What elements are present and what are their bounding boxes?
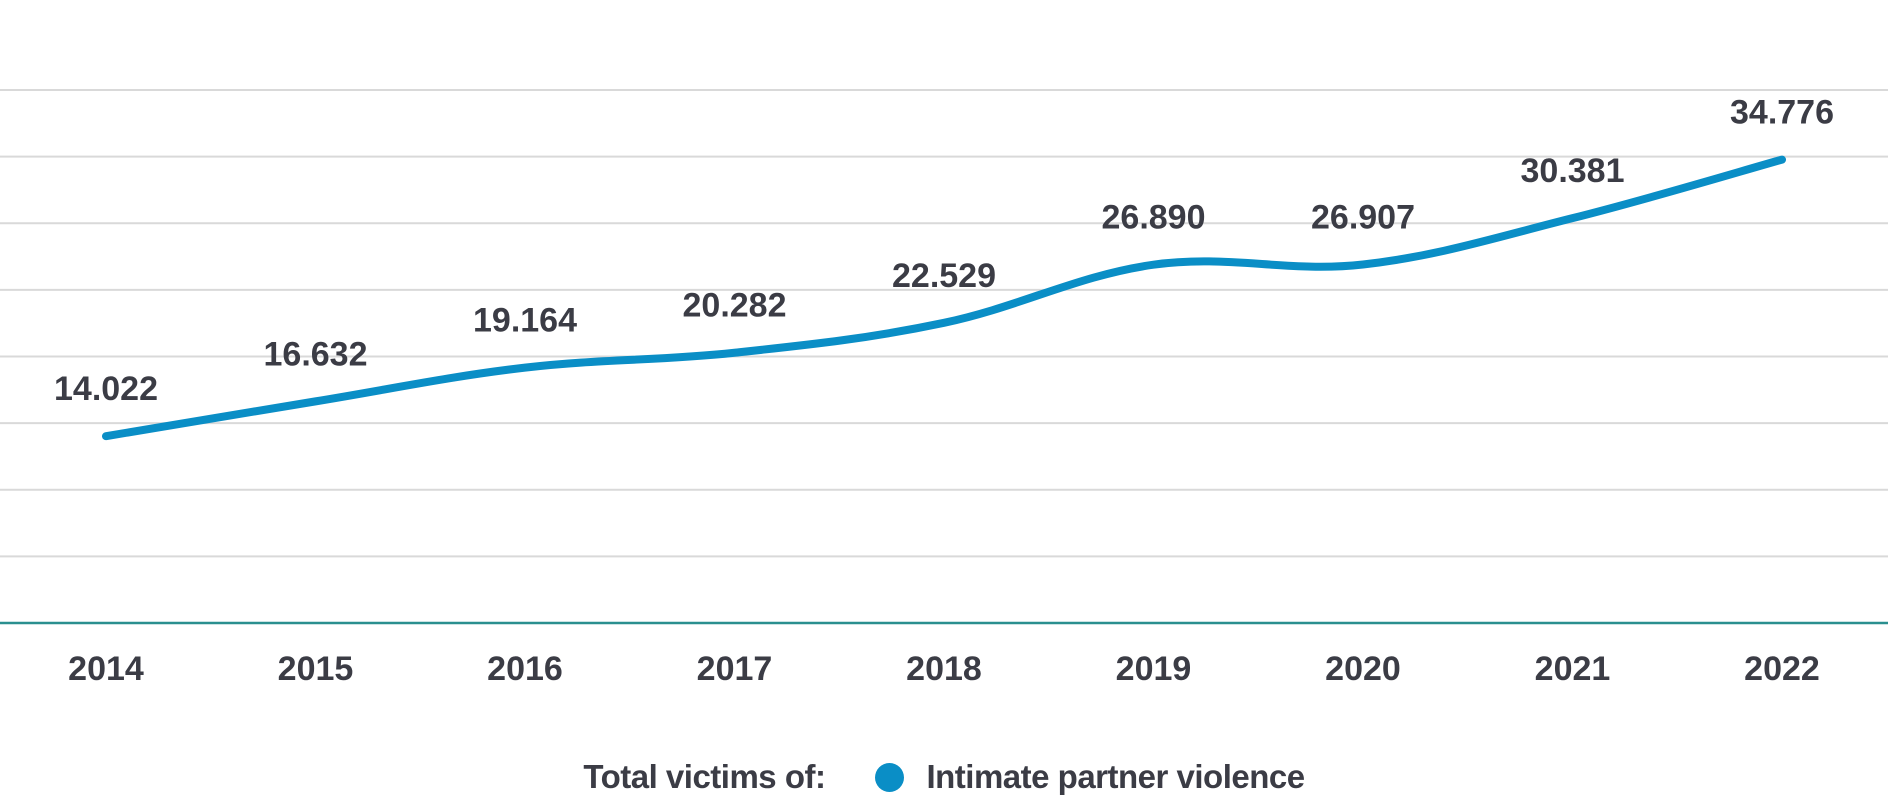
data-label: 34.776 — [1730, 94, 1834, 132]
x-tick-label: 2021 — [1535, 650, 1611, 688]
x-tick-label: 2017 — [697, 650, 773, 688]
legend-item-label: Intimate partner violence — [926, 758, 1305, 795]
data-labels: 14.022 16.632 19.164 20.282 22.529 26.890 26.9… — [54, 94, 1834, 409]
series-intimate-partner-violence — [102, 155, 1786, 441]
x-tick-label: 2014 — [68, 650, 144, 688]
x-tick-label: 2018 — [906, 650, 982, 688]
series-line — [102, 155, 1786, 441]
data-label: 14.022 — [54, 370, 158, 408]
legend-prefix: Total victims of: — [583, 758, 826, 795]
legend-marker-dot — [875, 762, 905, 792]
x-tick-label: 2015 — [278, 650, 354, 688]
data-label: 19.164 — [473, 302, 577, 340]
x-tick-labels: 2014 2015 2016 2017 2018 2019 2020 2021 2022 — [68, 650, 1820, 688]
x-tick-label: 2019 — [1116, 650, 1192, 688]
x-tick-label: 2016 — [487, 650, 563, 688]
x-tick-label: 2020 — [1325, 650, 1401, 688]
data-label: 26.907 — [1311, 198, 1415, 236]
x-tick-label: 2022 — [1744, 650, 1820, 688]
legend: Total victims of: Intimate partner viole… — [0, 758, 1888, 796]
data-label: 26.890 — [1102, 199, 1206, 237]
data-label: 20.282 — [683, 287, 787, 325]
gridlines — [0, 89, 1888, 558]
data-label: 30.381 — [1521, 152, 1625, 190]
data-label: 16.632 — [264, 335, 368, 373]
data-label: 22.529 — [892, 257, 996, 295]
